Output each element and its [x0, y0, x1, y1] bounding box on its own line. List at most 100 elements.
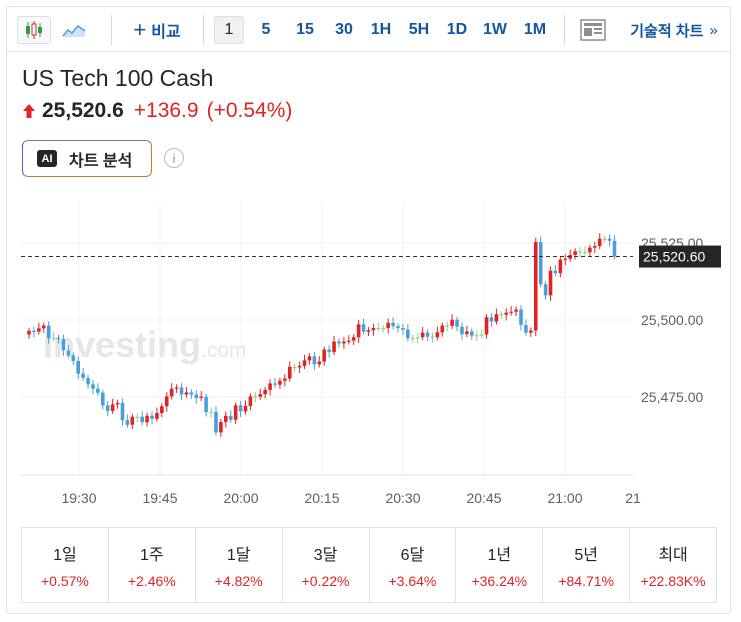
investing-watermark-suffix: .com	[201, 339, 247, 362]
candle	[342, 341, 346, 344]
x-tick-label: 20:30	[385, 490, 420, 506]
candle	[401, 328, 405, 330]
candle	[145, 415, 149, 423]
technical-chart-link[interactable]: 기술적 차트 »	[624, 16, 724, 44]
timeframe-1d[interactable]: 1D	[446, 21, 468, 38]
candle	[465, 331, 469, 335]
timeframe-5[interactable]: 5	[261, 21, 271, 38]
candle	[263, 389, 267, 395]
period-cell[interactable]: 5년 +84.71%	[543, 528, 631, 602]
period-cell[interactable]: 1일 +0.57%	[22, 528, 109, 602]
candle	[219, 421, 223, 433]
timeframe-1w[interactable]: 1W	[483, 21, 507, 38]
candle	[573, 251, 577, 256]
candle	[189, 392, 194, 395]
candle	[347, 340, 351, 342]
x-tick-label: 20:15	[304, 490, 339, 506]
timeframe-30[interactable]: 30	[335, 21, 353, 38]
candle	[115, 402, 120, 405]
candle	[302, 360, 307, 366]
period-change: +84.71%	[558, 573, 615, 589]
last-price-tag	[639, 245, 721, 268]
candle	[120, 402, 125, 421]
period-cell[interactable]: 1년 +36.24%	[456, 528, 544, 602]
x-tick-label: 20:45	[466, 490, 501, 506]
candle	[519, 309, 523, 325]
candle	[199, 396, 203, 398]
candle	[351, 337, 356, 341]
candlestick-icon	[26, 21, 42, 39]
timeframe-5h[interactable]: 5H	[408, 21, 430, 38]
price-change-percent: (+0.54%)	[206, 99, 293, 122]
candle	[125, 420, 130, 425]
candle	[381, 328, 386, 330]
last-price: 25,520.6	[42, 99, 124, 122]
y-tick-label: 25,475.00	[641, 389, 703, 405]
candlestick-chart-button[interactable]	[17, 16, 51, 44]
compare-button[interactable]: + 비교	[125, 16, 189, 44]
toolbar-divider	[111, 15, 112, 45]
period-cell[interactable]: 3달 +0.22%	[283, 528, 370, 602]
candle	[509, 311, 513, 313]
period-label: 6달	[400, 547, 425, 564]
last-price-label: 25,520.60	[643, 249, 705, 265]
candle	[101, 392, 105, 406]
price-chart[interactable]: Investing .com 25,525.0025,500.0025,475.…	[21, 197, 721, 517]
timeframe-15[interactable]: 15	[296, 21, 314, 38]
timeframe-1[interactable]: 1	[214, 16, 244, 44]
candle	[268, 383, 272, 390]
candle	[130, 416, 135, 425]
ai-chart-analysis-button[interactable]: AI 차트 분석	[22, 140, 152, 177]
candle	[258, 394, 263, 397]
candle	[366, 330, 371, 332]
investing-watermark: Investing	[43, 324, 201, 365]
candle	[224, 415, 228, 422]
area-chart-button[interactable]	[57, 16, 91, 44]
candle	[538, 242, 543, 285]
candle	[37, 328, 41, 332]
candle	[61, 339, 66, 351]
candle	[194, 394, 199, 398]
candle	[474, 335, 479, 337]
info-icon[interactable]: i	[164, 148, 184, 168]
toolbar-divider	[203, 15, 204, 45]
timeframe-1m[interactable]: 1M	[523, 21, 547, 38]
period-label: 5년	[574, 547, 598, 564]
candle	[386, 322, 390, 329]
period-change: +3.64%	[388, 573, 437, 589]
candle	[415, 337, 420, 339]
period-change: +0.57%	[41, 573, 89, 589]
news-button[interactable]	[577, 16, 609, 44]
candle	[499, 314, 504, 316]
candle	[396, 326, 400, 329]
performance-table: 1일 +0.57% 1주 +2.46% 1달 +4.82% 3달 +0.22% 6달 +3.64%…	[21, 527, 717, 603]
period-cell[interactable]: 1주 +2.46%	[109, 528, 196, 602]
period-cell[interactable]: 6달 +3.64%	[370, 528, 457, 602]
technical-chart-label: 기술적 차트	[630, 22, 704, 40]
candle	[41, 325, 46, 329]
period-label: 1년	[487, 547, 512, 564]
candle	[494, 314, 499, 322]
period-cell[interactable]: 최대 +22.83K%	[630, 528, 716, 602]
period-label: 1달	[226, 547, 251, 564]
candle	[135, 416, 140, 418]
period-label: 최대	[658, 547, 688, 564]
timeframe-1h[interactable]: 1H	[370, 21, 392, 38]
candle	[533, 242, 538, 331]
candle	[292, 366, 297, 369]
candle	[588, 247, 592, 253]
candle	[317, 361, 322, 365]
candle	[356, 324, 361, 338]
candle	[391, 322, 395, 327]
plus-icon: +	[133, 17, 147, 42]
period-cell[interactable]: 1달 +4.82%	[196, 528, 283, 602]
period-change: +36.24%	[471, 573, 528, 589]
instrument-name: US Tech 100 Cash	[22, 65, 214, 91]
candle	[504, 312, 509, 315]
period-change: +2.46%	[127, 573, 176, 589]
candle	[233, 405, 238, 420]
candle	[425, 332, 430, 337]
x-tick-label: 21:00	[547, 490, 582, 506]
candle	[489, 317, 494, 322]
candle	[110, 404, 115, 411]
